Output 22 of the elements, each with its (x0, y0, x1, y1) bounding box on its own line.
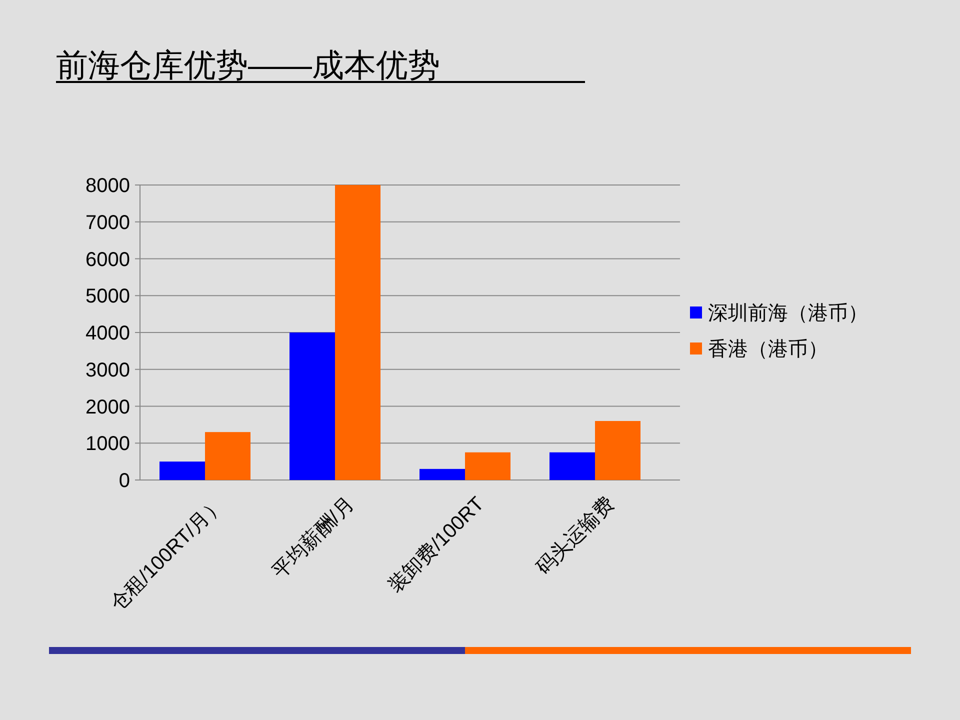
y-tick-label: 1000 (86, 433, 130, 456)
bar (160, 462, 205, 480)
x-tick-label: 码头运输费 (532, 492, 619, 580)
y-tick-label: 5000 (86, 286, 130, 308)
y-tick-label: 7000 (86, 212, 130, 234)
y-tick-label: 2000 (86, 396, 130, 418)
x-tick-label: 平均薪酬/月 (268, 492, 359, 584)
bar (335, 185, 380, 480)
y-tick-label: 4000 (86, 322, 130, 344)
y-tick-label: 8000 (86, 175, 130, 197)
y-tick-label: 3000 (86, 359, 130, 382)
bar (465, 452, 510, 480)
y-tick-label: 0 (118, 470, 130, 492)
bar (290, 332, 335, 480)
legend-label: 深圳前海（港币） (708, 302, 868, 324)
y-tick-label: 6000 (86, 248, 130, 271)
bar (595, 421, 640, 480)
chart-title: 前海仓库优势——成本优势 (56, 47, 440, 83)
legend-label: 香港（港币） (708, 338, 828, 360)
bar (550, 452, 595, 480)
bar (420, 468, 465, 480)
bar (205, 432, 250, 480)
